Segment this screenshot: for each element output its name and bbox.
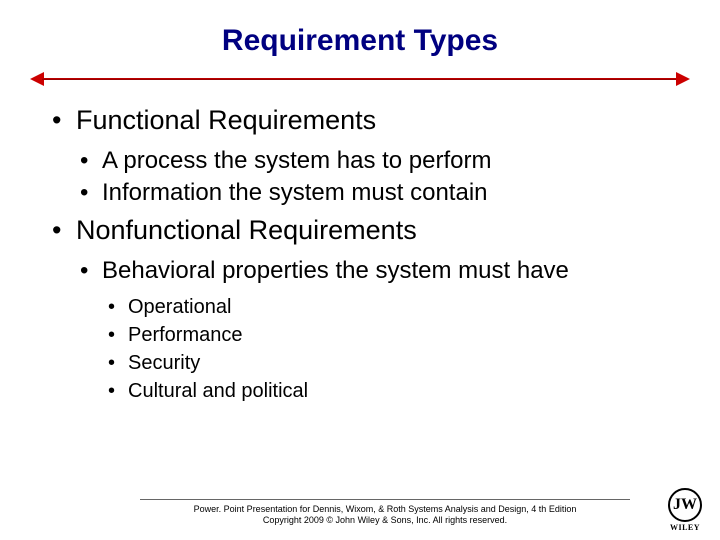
list-item-label: Cultural and political — [128, 380, 308, 402]
arrow-right-icon — [676, 72, 690, 86]
list-item: Cultural and political — [102, 378, 670, 404]
footer-credits: Power. Point Presentation for Dennis, Wi… — [140, 504, 630, 526]
content-list: Functional Requirements A process the sy… — [50, 104, 670, 404]
logo-brand: WILEY — [668, 523, 702, 532]
list-item: Operational — [102, 294, 670, 320]
list-item: A process the system has to perform — [76, 146, 670, 176]
publisher-logo: JW WILEY — [668, 488, 702, 532]
sublist: A process the system has to perform Info… — [76, 146, 670, 208]
list-item-label: Information the system must contain — [102, 179, 488, 206]
footer-line-1: Power. Point Presentation for Dennis, Wi… — [140, 504, 630, 515]
list-item: Security — [102, 350, 670, 376]
logo-mark-icon: JW — [668, 488, 702, 522]
list-item-label: Functional Requirements — [76, 105, 376, 135]
sublist: Operational Performance Security Cultura… — [102, 294, 670, 404]
slide-title: Requirement Types — [50, 24, 670, 58]
list-item-label: Performance — [128, 324, 243, 346]
sublist: Behavioral properties the system must ha… — [76, 256, 670, 404]
footer: Power. Point Presentation for Dennis, Wi… — [140, 499, 630, 526]
title-divider — [30, 72, 690, 86]
list-item-label: Operational — [128, 296, 231, 318]
slide: Requirement Types Functional Requirement… — [0, 0, 720, 540]
list-item-label: Security — [128, 352, 200, 374]
list-item-label: Behavioral properties the system must ha… — [102, 257, 569, 284]
divider-line — [42, 78, 678, 80]
list-item: Nonfunctional Requirements Behavioral pr… — [50, 214, 670, 404]
list-item: Behavioral properties the system must ha… — [76, 256, 670, 404]
list-item-label: A process the system has to perform — [102, 147, 492, 174]
footer-line-2: Copyright 2009 © John Wiley & Sons, Inc.… — [140, 515, 630, 526]
footer-rule — [140, 499, 630, 500]
list-item: Functional Requirements A process the sy… — [50, 104, 670, 208]
list-item-label: Nonfunctional Requirements — [76, 215, 417, 245]
list-item: Information the system must contain — [76, 178, 670, 208]
list-item: Performance — [102, 322, 670, 348]
